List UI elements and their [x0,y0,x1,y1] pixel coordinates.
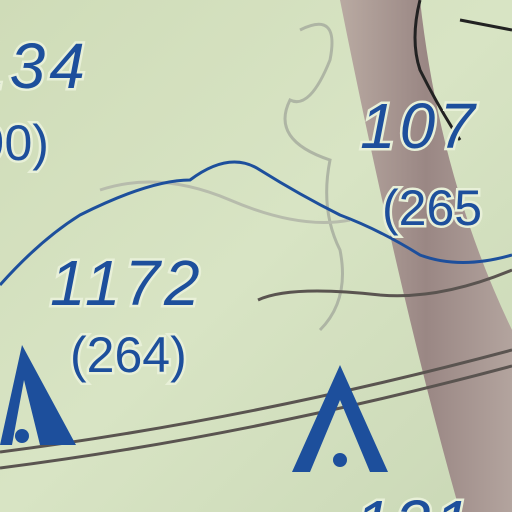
height-label: (90) [0,115,49,171]
railroad [0,364,512,470]
elevation-label: 107 [360,90,479,162]
road [257,268,512,302]
road [413,0,462,141]
height-label: (265 [382,180,482,236]
road [459,18,512,32]
elevation-label: 131 [355,487,474,512]
obstruction [292,365,388,472]
contour [99,180,351,224]
elevation-label: 1172 [50,247,204,319]
obstruction [0,345,76,445]
elevation-label: 134 [0,30,89,102]
river [0,160,512,286]
contour [283,22,344,332]
height-label: (264) [70,327,187,383]
